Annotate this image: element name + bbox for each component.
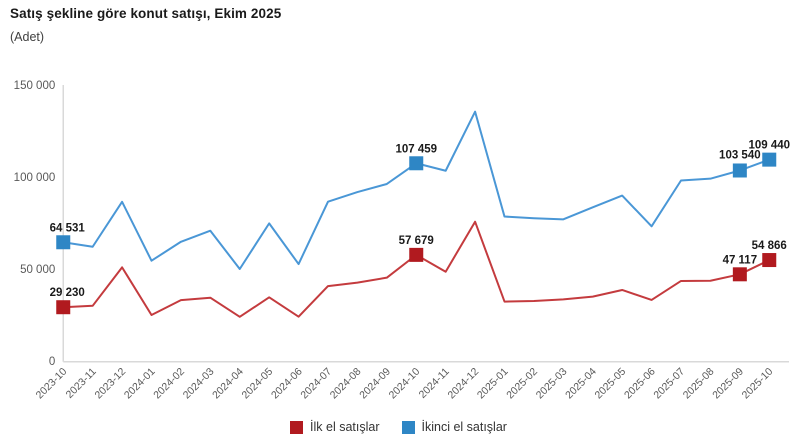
data-point-label: 107 459 <box>395 143 437 155</box>
data-point-label: 57 679 <box>399 235 434 247</box>
data-point-label: 47 117 <box>723 254 758 266</box>
x-axis-tick-label: 2024-04 <box>210 366 246 402</box>
x-axis-tick-label: 2024-02 <box>151 366 187 402</box>
x-axis-tick-label: 2023-10 <box>34 366 70 402</box>
x-axis-tick-label: 2024-03 <box>181 366 217 402</box>
x-axis-tick-label: 2024-01 <box>122 366 158 402</box>
y-axis-tick-label: 0 <box>49 356 55 368</box>
x-axis-tick-label: 2025-04 <box>563 366 599 402</box>
x-axis-tick-label: 2024-08 <box>328 366 364 402</box>
x-axis-tick-label: 2025-01 <box>475 366 511 402</box>
data-point-marker[interactable] <box>732 267 747 282</box>
data-point-marker[interactable] <box>409 247 424 262</box>
x-axis-tick-label: 2025-03 <box>534 366 570 402</box>
data-point-label: 103 540 <box>719 149 761 161</box>
x-axis-tick-label: 2024-10 <box>387 366 423 402</box>
first-hand-series-swatch <box>290 420 304 434</box>
x-axis-tick-label: 2024-05 <box>240 366 276 402</box>
chart-unit-subtitle: (Adet) <box>10 30 45 44</box>
x-axis-tick-label: 2024-06 <box>269 366 305 402</box>
x-axis-tick-label: 2024-11 <box>417 366 452 401</box>
chart-legend: İlk el satışlar İkinci el satışlar <box>0 420 797 434</box>
y-axis-tick-label: 100 000 <box>14 172 56 184</box>
x-axis-tick-label: 2025-07 <box>651 366 687 402</box>
data-point-marker[interactable] <box>56 235 71 250</box>
data-point-label: 109 440 <box>748 140 790 152</box>
x-axis-tick-label: 2025-02 <box>504 366 540 402</box>
y-axis-tick-label: 150 000 <box>14 80 56 92</box>
x-axis-tick-label: 2024-09 <box>357 366 393 402</box>
x-axis-tick-label: 2025-05 <box>593 366 629 402</box>
second-hand-series-swatch <box>401 420 415 434</box>
page-title: Satış şekline göre konut satışı, Ekim 20… <box>10 6 282 21</box>
data-point-marker[interactable] <box>762 253 777 268</box>
x-axis-tick-label: 2024-12 <box>445 366 481 402</box>
x-axis-tick-label: 2025-09 <box>710 366 746 402</box>
data-point-marker[interactable] <box>732 163 747 178</box>
data-point-label: 29 230 <box>50 287 85 299</box>
x-axis-tick-label: 2025-10 <box>740 366 776 402</box>
legend-label: İkinci el satışlar <box>421 420 507 434</box>
data-point-label: 54 866 <box>752 240 787 252</box>
x-axis-tick-label: 2023-11 <box>64 366 99 401</box>
data-point-marker[interactable] <box>762 152 777 167</box>
x-axis-tick-label: 2025-08 <box>681 366 717 402</box>
x-axis-tick-label: 2024-07 <box>298 366 334 402</box>
legend-label: İlk el satışlar <box>310 420 380 434</box>
x-axis-tick-label: 2023-12 <box>92 366 128 402</box>
data-point-marker[interactable] <box>56 300 71 315</box>
x-axis-tick-label: 2025-06 <box>622 366 658 402</box>
data-point-marker[interactable] <box>409 156 424 171</box>
legend-item-first-hand[interactable]: İlk el satışlar <box>290 420 380 434</box>
y-axis-tick-label: 50 000 <box>20 264 55 276</box>
housing-sales-line-chart: 0 50 000 100 000 150 000 2023-102023-112023-… <box>14 80 790 402</box>
data-point-label: 64 531 <box>50 222 86 234</box>
legend-item-second-hand[interactable]: İkinci el satışlar <box>401 420 507 434</box>
